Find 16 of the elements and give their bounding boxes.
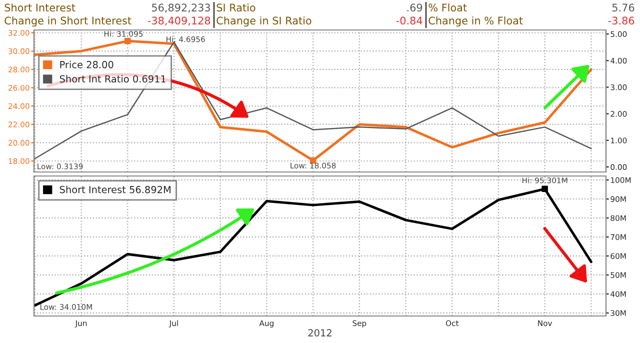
x-axis-title: 2012 <box>308 329 332 336</box>
text: -0.84 <box>396 16 422 25</box>
text: -3.86 <box>608 16 634 25</box>
text: 5.76 <box>612 4 634 12</box>
text: % Float <box>428 3 467 12</box>
legend-label: Short Interest 56.892M <box>60 186 170 194</box>
legend-label: Price 28.00 <box>60 60 114 68</box>
text: -38,409,128 <box>148 16 210 26</box>
text: Change in Short Interest <box>4 16 132 27</box>
text: .69 <box>407 4 422 12</box>
text: SI Ratio <box>216 3 256 12</box>
text: Change in SI Ratio <box>216 16 312 27</box>
legend-label: Short Int Ratio 0.6911 <box>60 75 166 83</box>
text: Short Interest <box>4 3 76 12</box>
text: Change in % Float <box>428 16 523 27</box>
text: 56,892,233 <box>152 4 210 13</box>
